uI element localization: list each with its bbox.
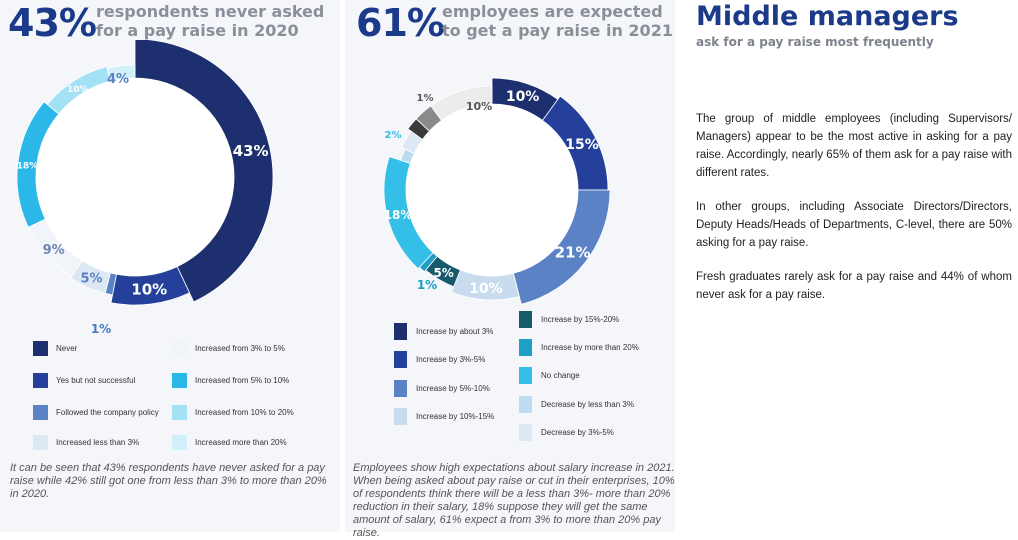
section1-caption: It can be seen that 43% respondents have… <box>10 462 327 500</box>
donut-chart-2020: 43% 10% 1% 5% 9% 18% 10% 4% <box>17 40 274 336</box>
legend2-item-1: Increase by 3%-5% <box>394 351 485 368</box>
legend1-swatch-7 <box>172 435 187 450</box>
legend1-label-6: Increased from 10% to 20% <box>195 408 294 417</box>
legend1-swatch-1 <box>33 373 48 388</box>
donut1-label-1: 10% <box>131 281 167 299</box>
legend1-swatch-3 <box>33 435 48 450</box>
donut2-label-3: 10% <box>469 281 503 297</box>
section3-subtitle: ask for a pay raise most frequently <box>696 35 934 49</box>
legend2-label-6: No change <box>541 371 580 380</box>
donut2-label-5: 1% <box>417 278 437 292</box>
legend1-item-6: Increased from 10% to 20% <box>172 405 294 420</box>
legend1-swatch-5 <box>172 373 187 388</box>
section2-headline-2: to get a pay raise in 2021 <box>442 21 673 40</box>
section3-title: Middle managers <box>696 1 959 32</box>
donut2-label-7: 2% <box>385 130 402 141</box>
legend1-label-4: Increased from 3% to 5% <box>195 344 285 353</box>
legend2-label-5: Increase by more than 20% <box>541 343 639 352</box>
legend1-swatch-0 <box>33 341 48 356</box>
donut2-label-4: 5% <box>433 266 453 280</box>
section3-paragraph-3: Fresh graduates rarely ask for a pay rai… <box>696 271 1012 301</box>
legend2-item-3: Increase by 10%-15% <box>394 408 494 425</box>
legend2-swatch-4 <box>519 311 532 328</box>
legend2-item-4: Increase by 15%-20% <box>519 311 619 328</box>
section1-headline-2: for a pay raise in 2020 <box>96 21 299 40</box>
donut1-label-3: 5% <box>80 271 102 286</box>
section2-headline-1: employees are expected <box>442 2 663 21</box>
legend2-label-2: Increase by 5%-10% <box>416 384 490 393</box>
legend2-label-7: Decrease by less than 3% <box>541 400 634 409</box>
legend1-label-1: Yes but not successful <box>56 376 136 385</box>
legend2-item-6: No change <box>519 367 580 384</box>
legend2-label-0: Increase by about 3% <box>416 327 494 336</box>
legend1-label-3: Increased less than 3% <box>56 438 140 447</box>
legend2-item-7: Decrease by less than 3% <box>519 396 634 413</box>
legend1-label-0: Never <box>56 344 78 353</box>
legend2-swatch-7 <box>519 396 532 413</box>
donut1-label-4: 9% <box>43 243 65 258</box>
donut1-slice-0 <box>134 40 274 303</box>
legend2-label-3: Increase by 10%-15% <box>416 412 495 421</box>
legend2-item-8: Decrease by 3%-5% <box>519 424 614 441</box>
donut1-label-2: 1% <box>91 322 111 336</box>
section2-caption: Employees show high expectations about s… <box>353 462 675 539</box>
donut1-hole <box>36 78 234 276</box>
legend2-swatch-2 <box>394 380 407 397</box>
legend2-item-2: Increase by 5%-10% <box>394 380 490 397</box>
legend2-swatch-8 <box>519 424 532 441</box>
donut-chart-2021: 10%15%21%10%5%1%18%2%1%10% <box>383 77 611 305</box>
legend2-swatch-0 <box>394 323 407 340</box>
legend1-swatch-4 <box>172 341 187 356</box>
legend1-item-0: Never <box>33 341 77 356</box>
legend1-item-1: Yes but not successful <box>33 373 135 388</box>
legend1-item-5: Increased from 5% to 10% <box>172 373 289 388</box>
legend2-swatch-3 <box>394 408 407 425</box>
legend1-swatch-6 <box>172 405 187 420</box>
legend1-label-7: Increased more than 20% <box>195 438 287 447</box>
donut2-slice-11 <box>430 85 493 121</box>
donut1-slice-7 <box>106 64 136 82</box>
donut2-slice-2 <box>512 189 611 305</box>
donut2-label-11: 10% <box>466 100 492 113</box>
legend2-swatch-1 <box>394 351 407 368</box>
legend1-label-5: Increased from 5% to 10% <box>195 376 290 385</box>
donut2-label-2: 21% <box>555 244 591 262</box>
legend2-swatch-6 <box>519 367 532 384</box>
donut2-label-6: 18% <box>384 208 413 222</box>
legend2-label-4: Increase by 15%-20% <box>541 315 620 324</box>
legend2-swatch-5 <box>519 339 532 356</box>
legend1-item-7: Increased more than 20% <box>172 435 287 450</box>
section1-big-percent: 43% <box>8 1 97 45</box>
legend1-swatch-2 <box>33 405 48 420</box>
legend2-label-8: Decrease by 3%-5% <box>541 428 614 437</box>
legend2-item-0: Increase by about 3% <box>394 323 493 340</box>
legend1-item-3: Increased less than 3% <box>33 435 139 450</box>
donut2-label-10: 1% <box>417 93 434 104</box>
section2-big-percent: 61% <box>356 1 445 45</box>
legend2-label-1: Increase by 3%-5% <box>416 355 486 364</box>
donut1-label-6: 10% <box>67 85 89 95</box>
section3-paragraph-1: The group of middle employees (including… <box>696 113 1012 179</box>
legend1-item-2: Followed the company policy <box>33 405 159 420</box>
section3-paragraph-2: In other groups, including Associate Dir… <box>696 201 1012 249</box>
legend1-label-2: Followed the company policy <box>56 408 159 417</box>
donut2-label-0: 10% <box>506 89 540 105</box>
donut1-label-7: 4% <box>107 72 129 87</box>
donut1-label-0: 43% <box>233 142 269 160</box>
donut2-slice-6 <box>383 156 434 270</box>
donut2-label-1: 15% <box>565 137 599 153</box>
donut2-hole <box>406 104 578 276</box>
section1-headline-1: respondents never asked <box>96 2 325 21</box>
legend1-item-4: Increased from 3% to 5% <box>172 341 285 356</box>
donut1-label-5: 18% <box>17 161 39 171</box>
legend2-item-5: Increase by more than 20% <box>519 339 639 356</box>
